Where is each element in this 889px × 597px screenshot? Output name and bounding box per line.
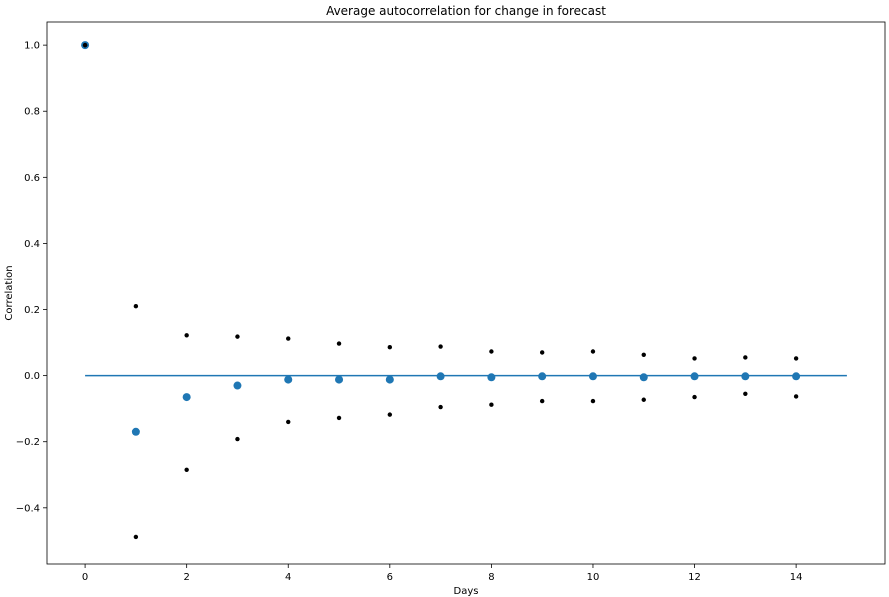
mean-point <box>131 427 140 436</box>
upper-point <box>793 356 799 361</box>
upper-point <box>336 341 342 346</box>
lower-point <box>692 394 697 400</box>
x-tick-label: 8 <box>488 572 494 583</box>
lower-point <box>133 534 139 540</box>
lower-point <box>336 415 342 421</box>
lower-point <box>184 467 189 473</box>
upper-point <box>286 336 291 341</box>
lower-point <box>641 397 646 402</box>
upper-point <box>235 334 240 339</box>
lower-point <box>489 402 494 407</box>
mean-point <box>741 372 750 381</box>
x-tick-label: 12 <box>688 572 701 583</box>
mean-point <box>436 372 445 381</box>
chart-title: Average autocorrelation for change in fo… <box>326 4 606 18</box>
mean-point <box>335 375 344 384</box>
mean-point <box>284 375 293 384</box>
x-tick-label: 0 <box>82 572 88 583</box>
y-tick-label: 0.6 <box>24 173 40 184</box>
upper-point <box>743 355 748 360</box>
lower-point <box>387 412 393 417</box>
lower-point <box>743 391 748 396</box>
y-tick-label: −0.2 <box>16 437 40 448</box>
y-axis-ticks: −0.4 −0.2 0.0 0.2 0.4 0.6 0.8 1.0 <box>16 41 47 514</box>
mean-point <box>792 372 801 381</box>
x-tick-label: 6 <box>387 572 393 583</box>
lower-point <box>793 394 799 399</box>
y-tick-label: 0.8 <box>24 107 40 118</box>
mean-point <box>538 372 547 381</box>
y-tick-label: −0.4 <box>16 503 40 514</box>
upper-point <box>539 350 545 355</box>
x-tick-label: 14 <box>790 572 803 583</box>
x-tick-label: 10 <box>587 572 600 583</box>
upper-point <box>387 345 393 350</box>
upper-point <box>692 356 697 361</box>
x-tick-label: 4 <box>285 572 291 583</box>
mean-point <box>690 372 699 381</box>
mean-point <box>233 381 242 390</box>
data-points <box>81 41 801 540</box>
lower-point <box>438 404 443 410</box>
lower-point <box>539 398 545 404</box>
y-tick-label: 0.0 <box>24 371 40 382</box>
upper-point <box>184 333 189 338</box>
lower-point <box>286 419 291 425</box>
lower-point <box>235 436 240 442</box>
y-tick-label: 0.4 <box>24 239 40 250</box>
upper-point <box>641 352 646 358</box>
y-tick-label: 1.0 <box>24 41 40 52</box>
mean-point <box>639 373 648 382</box>
x-axis-ticks: 0 2 4 6 8 10 12 14 <box>82 564 803 583</box>
upper-point <box>133 304 139 309</box>
upper-point <box>590 349 596 354</box>
x-tick-label: 2 <box>183 572 189 583</box>
x-axis-title: Days <box>454 586 479 597</box>
plot-frame <box>46 21 886 565</box>
y-axis-title: Correlation <box>4 265 15 320</box>
mean-point <box>385 375 394 384</box>
mean-point <box>487 373 496 382</box>
lower-point <box>590 398 596 404</box>
y-tick-label: 0.2 <box>24 305 40 316</box>
mean-point <box>182 393 191 402</box>
upper-point <box>489 349 494 354</box>
upper-point <box>438 344 443 349</box>
mean-point <box>588 372 597 381</box>
lower-point <box>82 42 88 48</box>
